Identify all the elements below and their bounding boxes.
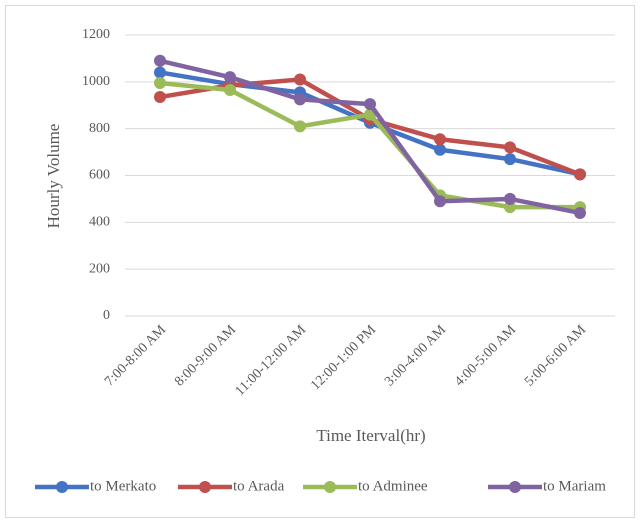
y-tick-label: 600 <box>89 168 110 183</box>
y-axis-title: Hourly Volume <box>44 124 63 229</box>
y-tick-label: 0 <box>103 308 110 323</box>
data-point <box>434 143 446 156</box>
data-point <box>154 91 166 104</box>
data-point <box>154 77 166 90</box>
data-point <box>574 206 586 219</box>
legend-label: to Adminee <box>358 478 428 494</box>
y-tick-label: 800 <box>89 121 110 136</box>
data-point <box>364 98 376 111</box>
legend-label: to Merkato <box>90 478 156 494</box>
data-point <box>434 133 446 146</box>
y-tick-label: 200 <box>89 261 110 276</box>
data-point <box>504 141 516 154</box>
legend-marker <box>509 481 521 493</box>
legend-label: to Mariam <box>543 478 606 494</box>
data-point <box>224 84 236 97</box>
data-point <box>154 66 166 79</box>
data-point <box>294 120 306 133</box>
legend-marker <box>199 481 211 493</box>
data-point <box>224 71 236 84</box>
legend-marker <box>324 481 336 493</box>
y-tick-label: 400 <box>89 215 110 230</box>
legend-label: to Arada <box>233 478 285 494</box>
data-point <box>574 168 586 181</box>
data-point <box>504 192 516 205</box>
x-axis-title: Time Iterval(hr) <box>316 426 425 445</box>
data-point <box>294 73 306 86</box>
y-tick-label: 1000 <box>82 74 110 89</box>
legend-marker <box>56 481 68 493</box>
data-point <box>294 93 306 106</box>
data-point <box>434 195 446 208</box>
data-point <box>504 153 516 166</box>
y-tick-label: 1200 <box>82 27 110 42</box>
data-point <box>154 54 166 67</box>
